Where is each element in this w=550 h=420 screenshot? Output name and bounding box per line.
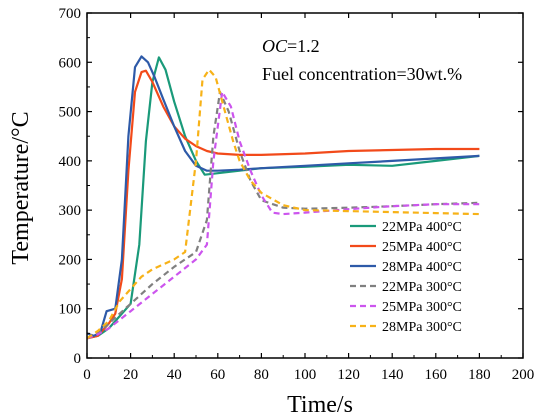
- legend-label-3: 28MPa 400°C: [382, 260, 462, 275]
- y-tick-label: 400: [59, 154, 82, 170]
- axes: 0 20 40 60 80 100 120 140 160 180 200 0 100 200 300 400…: [59, 6, 535, 383]
- x-tick-label: 20: [123, 367, 138, 383]
- x-tick-label: 140: [381, 367, 404, 383]
- annotations: OC=1.2 Fuel concentration=30wt.%: [262, 36, 462, 84]
- fuel-annotation: Fuel concentration=30wt.%: [262, 64, 462, 84]
- y-tick-label: 500: [59, 105, 82, 121]
- oc-value: =1.2: [287, 36, 320, 56]
- series-line-4: [86, 90, 480, 340]
- oc-label: OC: [262, 36, 288, 56]
- y-tick-label: 600: [59, 55, 82, 71]
- legend-label-1: 22MPa 400°C: [382, 220, 462, 235]
- y-axis-title: Temperature/°C: [8, 111, 34, 264]
- y-tick-label: 100: [59, 302, 82, 318]
- x-tick-label: 180: [468, 367, 491, 383]
- series-layer: [86, 55, 480, 340]
- x-tick-label: 80: [254, 367, 269, 383]
- oc-annotation: OC=1.2: [262, 36, 320, 56]
- x-tick-label: 200: [512, 367, 535, 383]
- x-tick-label: 40: [167, 367, 182, 383]
- series-line-1: [86, 56, 480, 340]
- y-tick-label: 0: [74, 351, 82, 367]
- y-tick-label: 300: [59, 203, 82, 219]
- series-line-6: [86, 68, 480, 340]
- legend-label-2: 25MPa 400°C: [382, 240, 462, 255]
- legend: 22MPa 400°C 25MPa 400°C 28MPa 400°C 22MPa 3…: [350, 220, 462, 335]
- legend-label-5: 25MPa 300°C: [382, 300, 462, 315]
- x-tick-label: 0: [83, 367, 91, 383]
- x-axis-title: Time/s: [287, 392, 353, 418]
- y-tick-label: 700: [59, 6, 82, 22]
- legend-label-6: 28MPa 300°C: [382, 320, 462, 335]
- y-tick-label: 200: [59, 252, 82, 268]
- x-tick-label: 120: [337, 367, 360, 383]
- x-tick-label: 60: [210, 367, 225, 383]
- x-tick-label: 160: [425, 367, 448, 383]
- series-line-3: [86, 55, 480, 337]
- x-tick-label: 100: [294, 367, 317, 383]
- legend-label-4: 22MPa 300°C: [382, 280, 462, 295]
